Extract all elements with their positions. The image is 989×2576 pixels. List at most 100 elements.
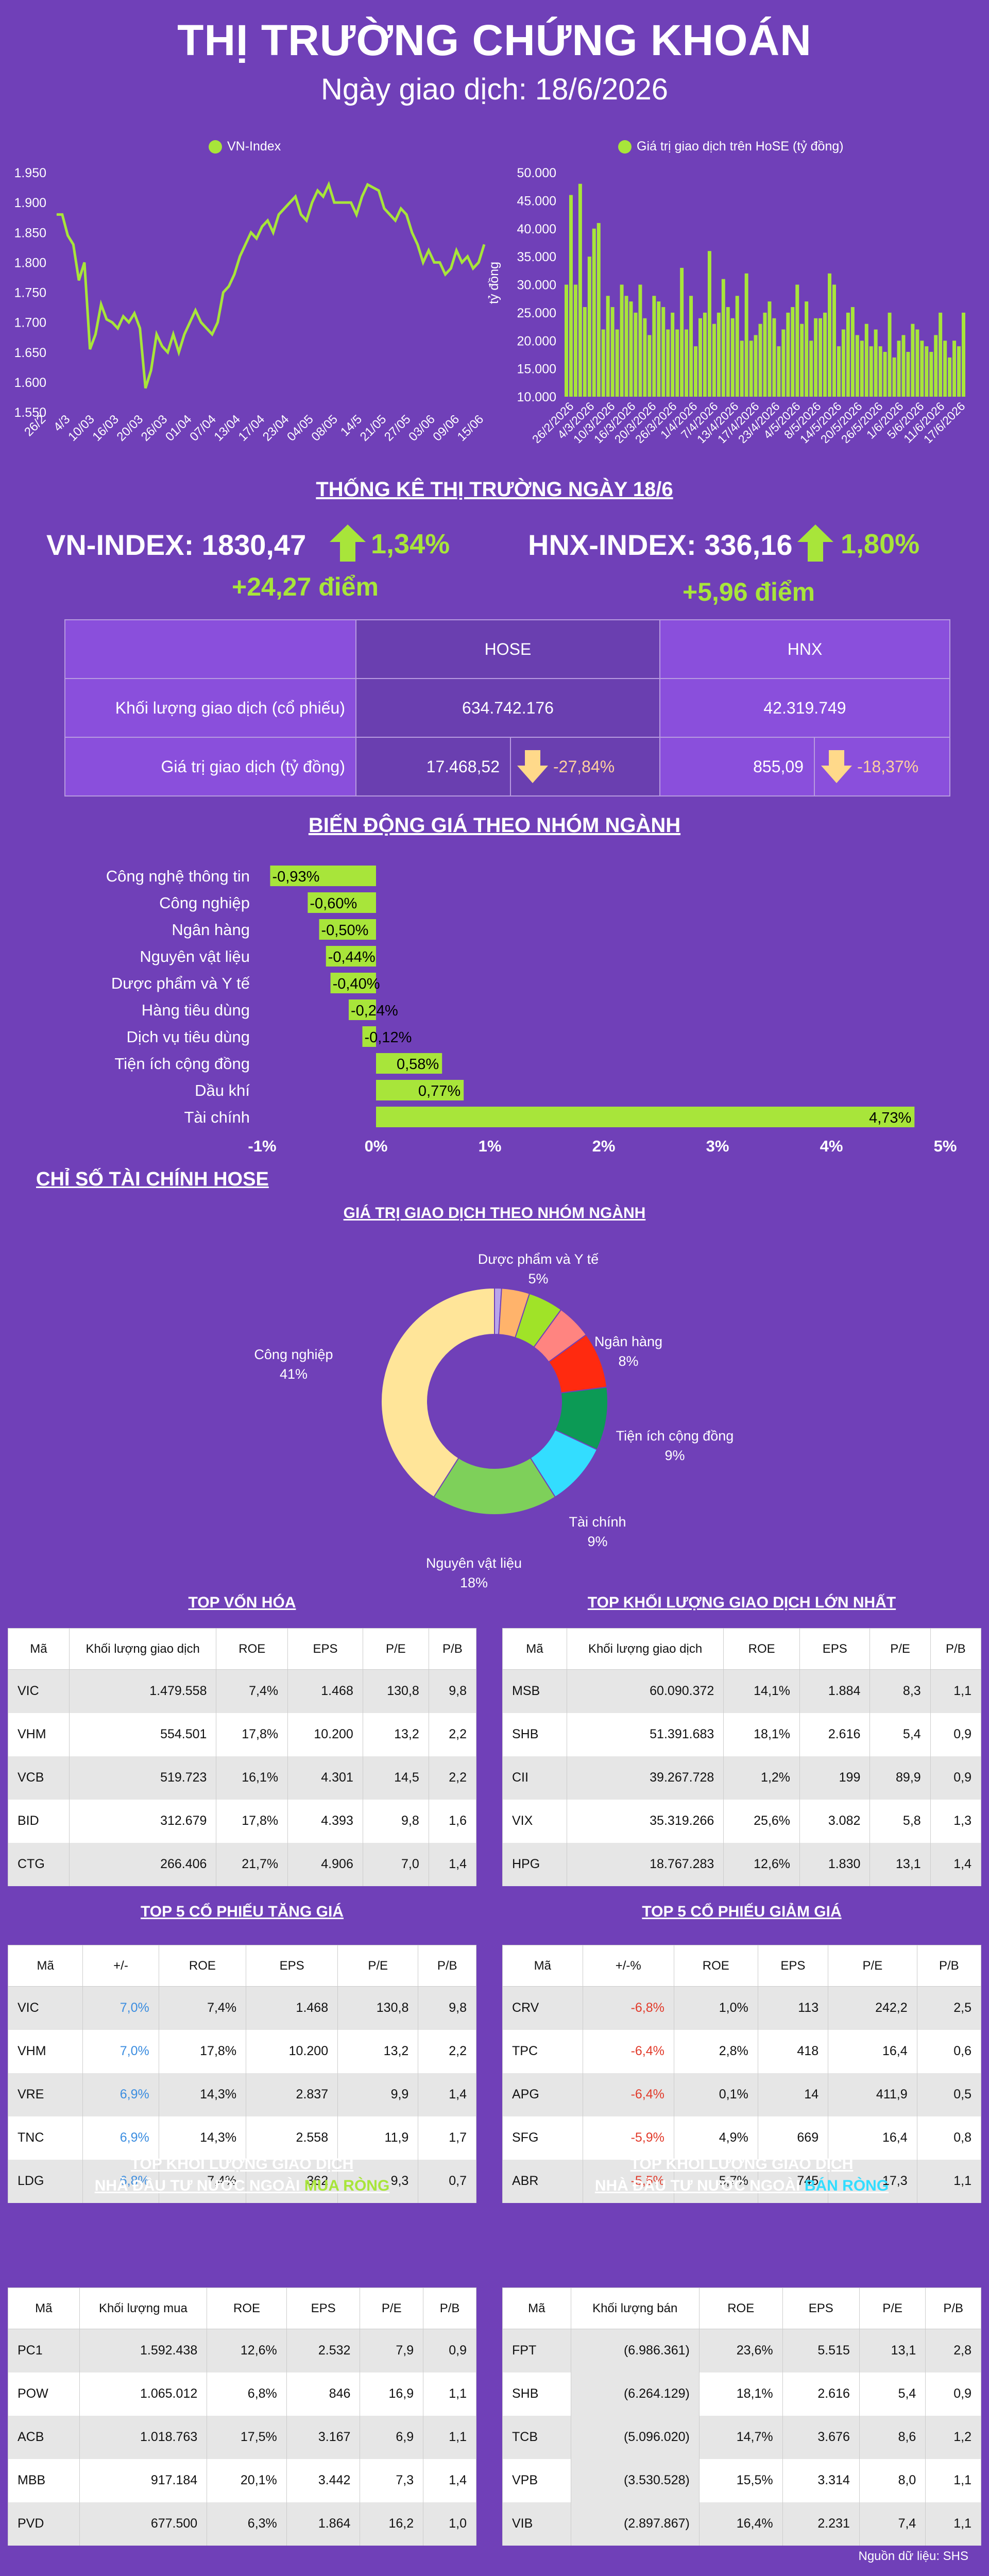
table-cell: 2,2 (428, 1713, 477, 1756)
data-point (67, 235, 69, 236)
table-title-line2: NHÀ ĐẦU TƯ NƯỚC NGOÀI MUA RÒNG (8, 2175, 476, 2197)
y-tick-label: 1.550 (14, 405, 46, 420)
table-cell: 2.616 (799, 1713, 871, 1756)
column-header: ROE (216, 1628, 288, 1670)
table-cell: 1.018.763 (79, 2415, 208, 2459)
table-cell: 669 (757, 2116, 829, 2160)
column-header: Khối lượng giao dịch (566, 1628, 724, 1670)
table-row: SHB (6.264.129) 18,1% 2.616 5,4 0,9 (502, 2372, 981, 2416)
bar (657, 301, 661, 397)
hnx-value: 855,09 (660, 738, 815, 795)
table-cell: 2.558 (246, 2116, 338, 2160)
table-cell: 7,0% (82, 2029, 159, 2073)
bar (319, 919, 376, 940)
table-cell: 89,9 (869, 1756, 931, 1800)
table-cell: 5,4 (859, 2372, 926, 2416)
table-row: CRV -6,8% 1,0% 113 242,2 2,5 (502, 1986, 982, 2030)
row-value-label: Giá trị giao dịch (tỷ đồng) (64, 737, 356, 796)
x-tick-label: 1% (479, 1137, 502, 1155)
bar (685, 329, 689, 397)
table-cell: 1,0 (423, 2502, 476, 2546)
table-cell: 0,9 (930, 1756, 982, 1800)
table-cell: ACB (8, 2415, 80, 2459)
table-cell: 18.767.283 (566, 1842, 724, 1886)
column-header: P/E (362, 1628, 429, 1670)
data-table: Mã +/-% ROE EPS P/E P/B CRV -6,8% 1,0% 113 242,2 2,… (502, 1945, 982, 2203)
bar (754, 335, 758, 397)
data-point (123, 316, 124, 317)
bar (620, 284, 624, 397)
data-label: 0,77% (418, 1083, 461, 1099)
table-cell: 7,4% (158, 2159, 247, 2203)
hnx-volume: 42.319.749 (659, 678, 950, 738)
x-tick-label: 10/03 (65, 412, 97, 443)
sector-heading: BIẾN ĐỘNG GIÁ THEO NHÓM NGÀNH (308, 814, 681, 837)
table-cell: 1,3 (930, 1799, 982, 1843)
column-header: P/E (869, 1628, 931, 1670)
bar (726, 307, 730, 397)
column-header: P/E (828, 1945, 917, 1987)
table-cell: 745 (757, 2159, 829, 2203)
table-cell: 2,8 (925, 2329, 981, 2372)
table-cell: 8,3 (869, 1669, 931, 1713)
table-cell: 23,6% (698, 2329, 783, 2372)
x-tick-label: -1% (248, 1137, 276, 1155)
page-subtitle: Ngày giao dịch: 18/6/2026 (321, 73, 668, 106)
table-cell: -5,9% (582, 2116, 674, 2160)
bar (846, 312, 850, 397)
table-cell: VIX (502, 1799, 567, 1843)
column-header: ROE (158, 1945, 247, 1987)
y-tick-label: 1.850 (14, 226, 46, 240)
y-tick-label: 1.700 (14, 316, 46, 330)
pie-label-text: Dược phẩm và Y tế (478, 1251, 599, 1267)
bar (915, 329, 919, 397)
bar (758, 324, 762, 397)
y-tick-label: 50.000 (517, 166, 556, 180)
pie-label-pct: 18% (459, 1575, 488, 1590)
table-cell: 199 (799, 1756, 871, 1800)
data-point (445, 274, 446, 275)
table-title-prefix: NHÀ ĐẦU TƯ NƯỚC NGOÀI (94, 2177, 304, 2194)
table-cell: 13,2 (362, 1713, 429, 1756)
pie-label-pct: 5% (528, 1271, 549, 1286)
table-cell: 7,4% (216, 1669, 288, 1713)
table-cell: 1,1 (423, 2415, 476, 2459)
data-point (195, 310, 196, 311)
table-cell: 7,4 (859, 2502, 926, 2546)
table-cell: (2.897.867) (570, 2502, 700, 2546)
category-label: Dược phẩm và Y tế (111, 974, 250, 992)
y-tick-label: 35.000 (517, 250, 556, 264)
data-label: -0,44% (328, 949, 376, 965)
data-point (345, 202, 346, 203)
table-cell: 14,7% (698, 2415, 783, 2459)
table-cell: 3.082 (799, 1799, 871, 1843)
bar (874, 329, 878, 397)
table-cell: 1,6 (428, 1799, 477, 1843)
bar (883, 352, 887, 397)
table-title-line1: TOP KHỐI LƯỢNG GIAO DỊCH (630, 2156, 854, 2173)
bar (362, 1026, 376, 1047)
pie-chart (381, 1287, 608, 1515)
pie-label-pct: 8% (618, 1353, 639, 1369)
data-point (272, 232, 274, 233)
table-cell: 51.391.683 (566, 1713, 724, 1756)
table-row: MBB 917.184 20,1% 3.442 7,3 1,4 (8, 2459, 476, 2502)
table-cell: 16,2 (360, 2502, 424, 2546)
down-arrow-icon (517, 750, 548, 783)
table-cell: 11,9 (337, 2116, 419, 2160)
table-cell: FPT (502, 2329, 571, 2372)
table-cell: 1,1 (925, 2502, 981, 2546)
table-cell: 6,9% (82, 2073, 159, 2116)
table-cell: 21,7% (216, 1842, 288, 1886)
fin-heading: CHỈ SỐ TÀI CHÍNH HOSE (36, 1168, 269, 1190)
table-cell: 130,8 (362, 1669, 429, 1713)
table-cell: CTG (8, 1842, 70, 1886)
table-cell: 7,9 (360, 2329, 424, 2372)
table-cell: 14,1% (723, 1669, 800, 1713)
table-header-row: Mã +/- ROE EPS P/E P/B (7, 1945, 476, 1987)
bar (957, 346, 961, 397)
x-tick-label: 01/04 (163, 412, 195, 443)
table-cell: BID (8, 1799, 70, 1843)
table-row: TPC -6,4% 2,8% 418 16,4 0,6 (502, 2029, 982, 2073)
bar (772, 318, 776, 397)
